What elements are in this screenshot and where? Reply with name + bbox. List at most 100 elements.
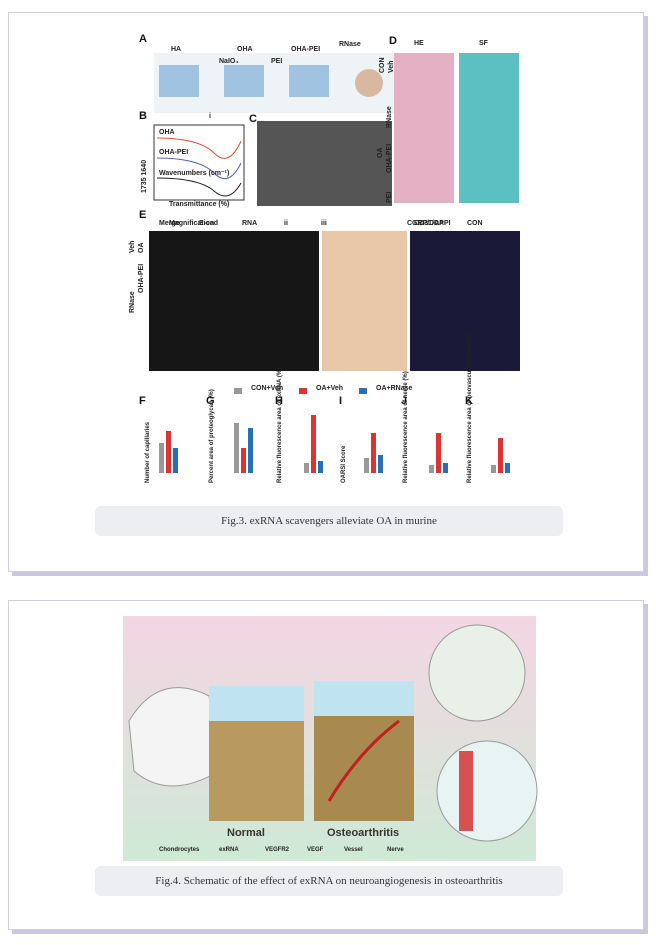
figure-label: Relative fluorescence area of exRNA (%) bbox=[277, 367, 283, 483]
caption: Fig.3. exRNA scavengers alleviate OA in … bbox=[95, 506, 563, 536]
cartilage bbox=[314, 681, 414, 716]
spectrum bbox=[156, 137, 242, 159]
zoom-circle bbox=[436, 740, 538, 842]
bar bbox=[436, 433, 441, 473]
figure-label: CON bbox=[379, 57, 386, 73]
figure-label: HE bbox=[414, 40, 424, 47]
figure-label: Nerve bbox=[387, 847, 404, 853]
figure-4-art bbox=[123, 616, 538, 861]
figure-label: VEGFR2 bbox=[265, 847, 290, 853]
cube bbox=[159, 65, 199, 97]
figure-label: Number of capillaries bbox=[145, 421, 151, 483]
zoom-circle bbox=[428, 624, 526, 722]
figure-label: Magnification bbox=[169, 220, 215, 227]
bar bbox=[173, 448, 178, 473]
panel-letter: I bbox=[339, 395, 343, 407]
figure-label: RNase bbox=[386, 106, 393, 128]
panel-letter: A bbox=[139, 33, 147, 45]
bar bbox=[166, 431, 171, 473]
vessel-wall bbox=[459, 751, 473, 831]
figure-label: RNase bbox=[129, 291, 136, 313]
he-image bbox=[394, 53, 454, 203]
bar bbox=[159, 443, 164, 473]
panel-letter: J bbox=[401, 395, 408, 407]
panel-letter: C bbox=[249, 113, 257, 125]
figure-label: OARSI Score bbox=[341, 445, 347, 483]
figure-label: OA+Veh bbox=[316, 385, 344, 392]
figure-label: PEI bbox=[271, 58, 283, 65]
caption: Fig.4. Schematic of the effect of exRNA … bbox=[95, 866, 563, 896]
legend-swatch bbox=[234, 388, 242, 394]
vessel bbox=[327, 719, 400, 802]
figure-label: i bbox=[209, 113, 211, 120]
figure-label: CGRP/DAPI bbox=[407, 220, 446, 227]
figure-label: Veh bbox=[388, 60, 395, 73]
figure-label: PEI bbox=[386, 191, 393, 203]
figure-label: HA bbox=[171, 46, 182, 53]
panel-letter: K bbox=[465, 395, 473, 407]
photos bbox=[322, 231, 407, 371]
bone bbox=[209, 721, 304, 821]
spectrum bbox=[156, 177, 242, 197]
spectrum bbox=[156, 157, 242, 180]
cube bbox=[224, 65, 264, 97]
figure-label: ii bbox=[284, 220, 288, 227]
sem-image bbox=[257, 121, 392, 206]
figure-label: Chondrocytes bbox=[159, 847, 200, 853]
panel-letter: B bbox=[139, 110, 147, 122]
figure-label: OA+RNase bbox=[376, 385, 413, 392]
figure-label: CD31/DAPI bbox=[414, 220, 451, 227]
bar bbox=[505, 463, 510, 473]
figure-label: OA bbox=[138, 242, 145, 254]
bar bbox=[318, 461, 323, 473]
bar bbox=[311, 415, 316, 473]
figure-label: NaIO₄ bbox=[219, 58, 239, 65]
figure-label: exRNA bbox=[219, 847, 239, 853]
figure-label: 1735 1640 bbox=[141, 159, 148, 193]
charts bbox=[159, 415, 510, 473]
panel-letter: H bbox=[275, 395, 283, 407]
sf-image bbox=[459, 53, 519, 203]
bar bbox=[371, 433, 376, 473]
bone bbox=[314, 716, 414, 821]
figure-label: Wavenumbers (cm⁻¹) bbox=[159, 170, 230, 177]
legend-swatch bbox=[299, 388, 307, 394]
bar bbox=[241, 448, 246, 473]
figure-label: OA bbox=[377, 147, 384, 159]
bar bbox=[364, 458, 369, 473]
panel-letter: E bbox=[139, 209, 147, 221]
panel-letter: G bbox=[206, 395, 215, 407]
figure-label: VEGF bbox=[307, 847, 324, 853]
cube bbox=[289, 65, 329, 97]
figure-label: Transmittance (%) bbox=[169, 201, 230, 208]
ihc bbox=[410, 231, 520, 371]
figure-label: Relative fluorescence area of neovascula… bbox=[467, 333, 473, 483]
bar bbox=[234, 423, 239, 473]
bar bbox=[498, 438, 503, 473]
figure-label: Percent area of proteoglycan (%) bbox=[209, 389, 215, 483]
bar bbox=[443, 463, 448, 473]
figure-label: CON bbox=[467, 220, 483, 227]
legend-swatch bbox=[359, 388, 367, 394]
figure-label: RNA bbox=[242, 220, 258, 227]
figure-label: OHA-PEI bbox=[291, 46, 321, 53]
fluorescence bbox=[149, 231, 319, 371]
figure-label: iii bbox=[321, 220, 327, 227]
figure-label: Merge bbox=[159, 220, 180, 227]
figure-label: OHA bbox=[237, 46, 253, 53]
figure-label: Vessel bbox=[344, 847, 363, 853]
figure-3-art bbox=[149, 53, 520, 473]
cartilage bbox=[209, 686, 304, 721]
knee bbox=[355, 69, 383, 97]
figure-label: SF bbox=[479, 40, 488, 47]
figure-label: Relative fluorescence area of nerve (%) bbox=[403, 371, 409, 483]
figure-label: Osteoarthritis bbox=[327, 827, 400, 839]
figure-label: OHA-PEI bbox=[159, 149, 189, 156]
bar bbox=[491, 465, 496, 473]
figure-label: CON+Veh bbox=[251, 385, 284, 392]
figure-label: RNase bbox=[339, 41, 361, 48]
figure-card: Normal Osteoarthritis Chondrocytes exRNA VEG… bbox=[8, 600, 644, 930]
bar bbox=[429, 465, 434, 473]
figure-label: OHA-PEI bbox=[386, 143, 393, 173]
